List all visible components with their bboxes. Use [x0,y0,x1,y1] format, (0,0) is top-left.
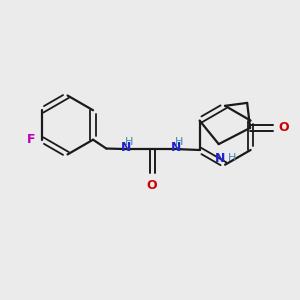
Text: N: N [215,152,225,165]
Text: F: F [27,133,36,146]
Text: H: H [228,153,236,163]
Text: H: H [125,137,133,147]
Text: H: H [175,137,183,147]
Text: N: N [171,141,181,154]
Text: N: N [121,141,131,154]
Text: O: O [147,179,157,192]
Text: O: O [278,122,289,134]
